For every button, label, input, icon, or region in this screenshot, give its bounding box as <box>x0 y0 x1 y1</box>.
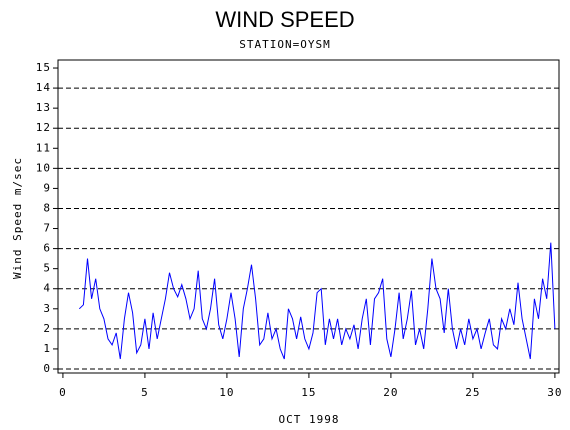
y-tick-label: 11 <box>36 141 51 154</box>
y-tick-label: 9 <box>43 181 51 194</box>
y-tick-label: 5 <box>43 262 51 275</box>
y-tick-label: 0 <box>43 362 51 375</box>
y-tick-label: 8 <box>43 201 51 214</box>
y-tick-label: 4 <box>43 282 51 295</box>
line-series <box>78 242 556 360</box>
y-tick-label: 3 <box>43 302 51 315</box>
x-tick-label: 30 <box>547 386 562 399</box>
y-tick-label: 2 <box>43 322 51 335</box>
x-tick-label: 0 <box>59 386 67 399</box>
y-tick-label: 10 <box>36 161 51 174</box>
x-tick-label: 20 <box>383 386 398 399</box>
plot-frame <box>57 59 560 374</box>
x-tick-label: 10 <box>219 386 234 399</box>
x-tick-label: 25 <box>465 386 480 399</box>
y-tick-label: 14 <box>36 81 51 94</box>
x-tick-label: 15 <box>301 386 316 399</box>
y-tick-label: 7 <box>43 222 51 235</box>
y-axis-label: Wind Speed m/sec <box>11 157 24 279</box>
x-axis-label: OCT 1998 <box>279 413 340 426</box>
y-tick-label: 6 <box>43 242 51 255</box>
x-tick-label: 5 <box>141 386 149 399</box>
y-tick-label: 12 <box>36 121 51 134</box>
y-tick-label: 13 <box>36 101 51 114</box>
y-tick-label: 15 <box>36 61 51 74</box>
chart-subtitle: STATION=OYSM <box>239 38 330 51</box>
y-tick-label: 1 <box>43 342 51 355</box>
chart-title: WIND SPEED <box>215 7 354 32</box>
